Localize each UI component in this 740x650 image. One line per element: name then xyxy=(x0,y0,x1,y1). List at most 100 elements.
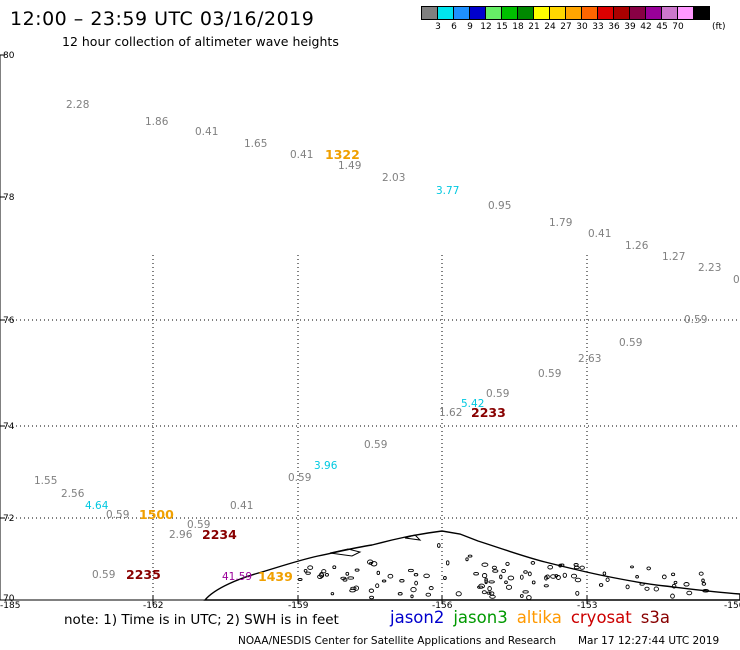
wave-height-color-scale xyxy=(421,6,710,20)
wave-height-value: 5.42 xyxy=(461,398,484,410)
lake-marker xyxy=(646,566,651,571)
lake-marker xyxy=(625,584,630,590)
lake-marker xyxy=(573,565,580,570)
generated-timestamp: Mar 17 12:27:44 UTC 2019 xyxy=(578,635,720,647)
lake-marker xyxy=(527,571,532,577)
lake-marker xyxy=(445,560,450,566)
color-scale-label: 3 xyxy=(435,22,441,32)
lake-marker xyxy=(579,565,585,570)
lake-marker xyxy=(547,564,554,570)
lake-marker xyxy=(484,579,488,585)
lake-marker xyxy=(526,595,532,601)
wave-height-value: 0.41 xyxy=(230,500,253,512)
lat-tick-label: 74 xyxy=(3,422,15,432)
lon-tick-label: -159 xyxy=(288,601,309,611)
lake-marker xyxy=(321,569,327,574)
lake-marker xyxy=(489,594,496,599)
wave-height-value: 41.59 xyxy=(222,571,252,583)
chart-subtitle: 12 hour collection of altimeter wave hei… xyxy=(62,34,339,49)
lake-marker xyxy=(501,568,506,574)
mission-altika: altika xyxy=(516,608,562,627)
lake-marker xyxy=(504,580,508,584)
lake-marker xyxy=(574,577,582,583)
lake-marker xyxy=(350,586,357,590)
lake-marker xyxy=(507,575,515,581)
lake-marker xyxy=(353,585,360,591)
wave-height-value: 0.59 xyxy=(619,337,642,349)
lake-marker xyxy=(562,572,567,578)
lat-tick-label: 78 xyxy=(3,193,15,203)
pass-time-label: 2234 xyxy=(202,527,237,542)
lake-marker xyxy=(605,577,610,582)
lake-marker xyxy=(428,586,434,591)
lon-tick-label: -150 xyxy=(724,601,740,611)
lat-tick-label: 80 xyxy=(3,51,15,61)
wave-height-value: 2.63 xyxy=(578,353,601,365)
lake-marker xyxy=(598,583,604,587)
lake-marker xyxy=(413,573,419,577)
lake-marker xyxy=(701,578,705,583)
lake-marker xyxy=(499,574,503,580)
color-scale-label: 18 xyxy=(512,22,524,32)
lake-marker xyxy=(701,582,707,586)
lake-marker xyxy=(555,575,561,580)
lake-marker xyxy=(559,563,565,567)
color-scale-label: 6 xyxy=(451,22,457,32)
wave-height-value: 1.62 xyxy=(439,407,462,419)
wave-height-labels: 2.28 1.86 0.41 1.65 0.41 1.49 2.03 3.77 0.95 1.79… xyxy=(34,99,740,584)
wave-height-value: 1.65 xyxy=(244,138,267,150)
lake-marker xyxy=(644,586,650,591)
lake-marker xyxy=(481,573,488,579)
color-scale-label: 9 xyxy=(467,22,473,32)
mission-cryosat: cryosat xyxy=(570,608,632,627)
wave-height-value: 0 xyxy=(733,274,740,286)
lake-marker xyxy=(530,561,536,565)
wave-height-value: 4.64 xyxy=(85,500,109,512)
chart-title: 12:00 – 23:59 UTC 03/16/2019 xyxy=(10,8,315,30)
wave-height-value: 0.41 xyxy=(588,228,611,240)
lake-marker xyxy=(324,572,329,577)
lake-marker xyxy=(407,568,414,573)
lake-marker xyxy=(340,576,347,580)
wave-height-value: 2.56 xyxy=(61,488,85,500)
lake-marker xyxy=(670,593,675,599)
lake-marker xyxy=(347,576,355,580)
lon-tick-label: -156 xyxy=(432,601,453,611)
color-swatch-17 xyxy=(693,6,710,20)
wave-height-value: 0.59 xyxy=(538,368,561,380)
lake-marker xyxy=(531,580,536,585)
lake-marker xyxy=(467,554,473,558)
lake-marker xyxy=(570,573,578,579)
axis-labels: -185 -162 -159 -156 -153 -150 80 78 76 74 72 70 xyxy=(0,51,740,611)
footnote: note: 1) Time is in UTC; 2) SWH is in fe… xyxy=(64,612,339,628)
lake-marker xyxy=(455,591,462,597)
pass-time-label: 1439 xyxy=(258,569,293,584)
coastline xyxy=(203,530,740,601)
wave-height-value: 2.03 xyxy=(382,172,405,184)
lake-marker xyxy=(381,579,387,583)
mission-s3a: s3a xyxy=(640,608,670,627)
lake-marker xyxy=(369,595,375,600)
lake-marker xyxy=(543,584,549,588)
lake-marker xyxy=(345,571,350,576)
color-scale-unit: (ft) xyxy=(712,22,726,32)
lat-tick-label: 70 xyxy=(3,594,15,604)
pass-time-label: 1322 xyxy=(325,147,360,162)
lake-marker xyxy=(522,590,529,594)
lake-marker xyxy=(319,572,324,578)
pass-time-label: 2233 xyxy=(471,405,506,420)
color-scale-label: 33 xyxy=(592,22,604,32)
lake-marker xyxy=(671,572,676,577)
wave-height-value: 0.59 xyxy=(364,439,387,451)
lake-marker xyxy=(505,561,510,566)
wave-height-value: 2.28 xyxy=(66,99,89,111)
color-scale-label: 45 xyxy=(656,22,668,32)
lake-marker xyxy=(523,570,528,574)
wave-height-value: 0.59 xyxy=(187,519,210,531)
lat-tick-label: 76 xyxy=(3,316,15,326)
lake-marker xyxy=(519,574,524,580)
map-grid xyxy=(0,54,740,604)
lake-marker xyxy=(367,559,374,565)
lake-marker xyxy=(354,568,360,572)
